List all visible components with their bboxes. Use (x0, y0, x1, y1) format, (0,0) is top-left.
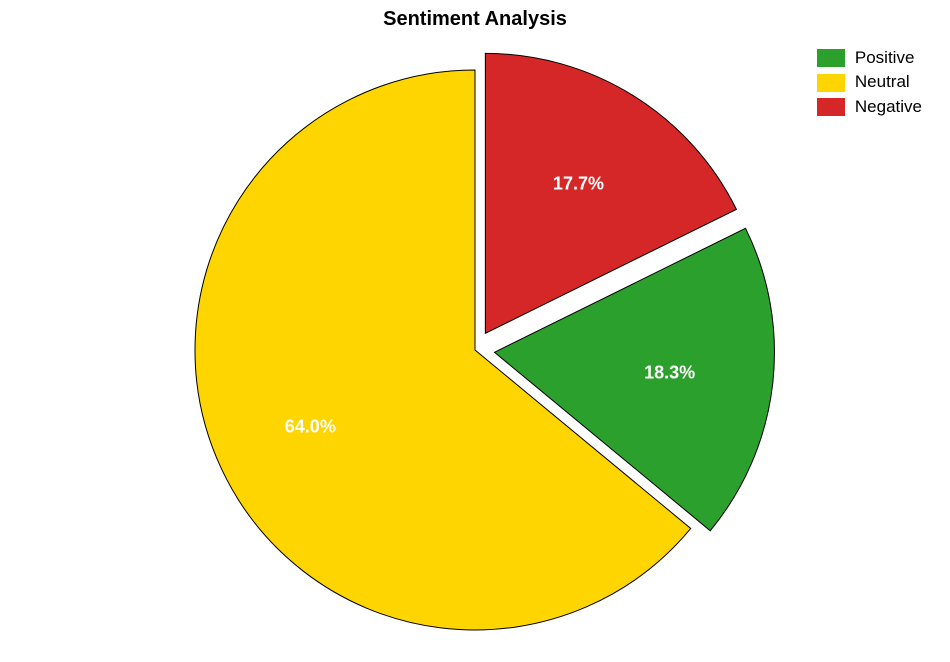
legend-label: Neutral (855, 72, 910, 92)
pie-chart-area: 17.7% 18.3% 64.0% (0, 50, 950, 650)
legend-item: Neutral (817, 72, 922, 92)
chart-legend: Positive Neutral Negative (817, 48, 922, 121)
legend-label: Positive (855, 48, 915, 68)
pie-slice-label: 64.0% (285, 417, 336, 438)
legend-swatch (817, 49, 845, 67)
pie-slice-label: 18.3% (644, 362, 695, 383)
chart-title: Sentiment Analysis (0, 8, 950, 31)
legend-item: Negative (817, 97, 922, 117)
pie-slice-label: 17.7% (553, 173, 604, 194)
legend-label: Negative (855, 97, 922, 117)
legend-item: Positive (817, 48, 922, 68)
legend-swatch (817, 98, 845, 116)
legend-swatch (817, 74, 845, 92)
pie-chart-svg (0, 50, 950, 650)
